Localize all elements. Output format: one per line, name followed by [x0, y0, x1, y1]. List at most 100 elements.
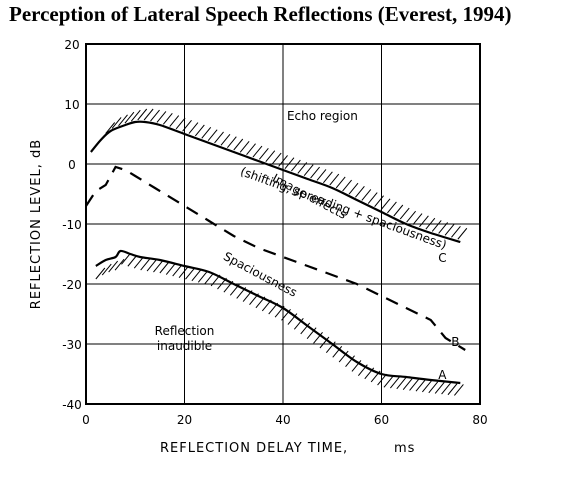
hatch-mark: [300, 322, 311, 335]
x-tick-label: 80: [472, 413, 487, 427]
hatch-mark: [214, 131, 224, 144]
hatch-mark: [137, 108, 148, 121]
hatch-mark: [316, 169, 327, 181]
hatch-mark: [389, 376, 400, 389]
hatch-mark: [188, 122, 199, 134]
hatch-mark: [345, 355, 355, 368]
hatch-mark: [335, 176, 346, 189]
hatch-mark: [310, 166, 320, 179]
hatch-mark: [95, 267, 106, 280]
hatch-mark: [431, 220, 442, 232]
hatch-mark: [367, 192, 378, 204]
annotations: Echo region(shifting, spreading + spacio…: [155, 109, 449, 353]
hatch-mark: [374, 195, 384, 207]
x-tick-label: 60: [374, 413, 389, 427]
hatch-marks: [95, 108, 468, 396]
hatch-mark: [361, 189, 372, 201]
series-A-line: [95, 249, 461, 385]
hatch-mark: [406, 210, 417, 223]
hatch-mark: [169, 115, 180, 127]
hatch-mark: [204, 272, 215, 285]
hatch-mark: [293, 317, 304, 330]
y-tick-label: 0: [68, 158, 76, 172]
y-tick-label: -20: [62, 278, 82, 292]
hatch-mark: [402, 378, 413, 390]
hatch-mark: [387, 201, 397, 214]
hatch-mark: [380, 198, 391, 211]
hatch-mark: [325, 341, 336, 353]
hatch-mark: [233, 138, 244, 151]
hatch-mark: [226, 136, 237, 148]
series-label-A: A: [438, 368, 447, 382]
hatch-mark: [156, 111, 167, 123]
hatch-mark: [258, 148, 269, 160]
hatch-mark: [191, 269, 202, 282]
hatch-mark: [396, 377, 407, 390]
hatch-mark: [383, 375, 394, 388]
hatch-mark: [143, 108, 154, 121]
series-labels: C B A: [438, 251, 459, 382]
y-tick-label: 20: [64, 38, 79, 52]
hatch-mark: [175, 117, 186, 130]
hatch-mark: [252, 145, 263, 158]
hatch-mark: [415, 379, 426, 392]
annotation-label: inaudible: [157, 339, 212, 353]
hatch-mark: [393, 204, 404, 217]
hatch-mark: [438, 222, 449, 234]
y-tick-label: -10: [62, 218, 82, 232]
hatch-mark: [271, 152, 282, 165]
hatch-mark: [162, 112, 173, 125]
hatch-mark: [313, 332, 323, 344]
hatch-mark: [342, 179, 352, 192]
y-tick-label: -30: [62, 338, 82, 352]
hatch-mark: [124, 111, 135, 124]
hatch-mark: [306, 327, 317, 339]
hatch-mark: [133, 256, 144, 269]
series-C-line: [90, 120, 461, 244]
annotation-label: Reflection: [155, 324, 215, 338]
grid: [86, 44, 480, 404]
hatch-mark: [351, 360, 362, 372]
series-label-B: B: [451, 335, 459, 349]
hatch-mark: [121, 252, 131, 265]
x-tick-label: 20: [177, 413, 192, 427]
hatch-mark: [153, 260, 163, 273]
hatch-mark: [412, 213, 423, 225]
y-tick-label: 10: [64, 98, 79, 112]
hatch-mark: [194, 124, 205, 137]
hatch-mark: [101, 263, 112, 276]
hatch-mark: [348, 182, 359, 195]
hatch-mark: [425, 217, 436, 230]
x-axis-label: REFLECTION DELAY TIME,: [160, 441, 348, 456]
hatch-mark: [108, 260, 119, 273]
hatch-mark: [246, 143, 256, 155]
annotation-label: Echo region: [287, 109, 358, 123]
hatch-mark: [165, 263, 176, 275]
hatch-mark: [319, 336, 330, 349]
hatch-mark: [447, 383, 458, 396]
hatch-mark: [290, 159, 301, 172]
y-tick-label: -40: [62, 398, 82, 412]
series-label-C: C: [438, 251, 446, 265]
hatch-mark: [127, 254, 138, 267]
hatch-mark: [332, 346, 343, 358]
x-axis-unit: ms: [394, 441, 415, 456]
hatch-mark: [111, 117, 122, 129]
hatch-mark: [421, 380, 432, 393]
hatch-mark: [329, 173, 340, 186]
hatch-mark: [434, 382, 445, 394]
hatch-mark: [284, 157, 295, 170]
series-group: [85, 120, 466, 385]
hatch-mark: [322, 171, 333, 184]
x-tick-label: 0: [82, 413, 90, 427]
hatch-mark: [118, 114, 128, 127]
hatch-mark: [278, 155, 288, 167]
hatch-mark: [409, 379, 419, 391]
hatch-mark: [197, 271, 208, 283]
hatch-mark: [114, 258, 125, 271]
hatch-mark: [338, 350, 349, 363]
hatch-mark: [150, 109, 160, 122]
y-axis-label: REFLECTION LEVEL, dB: [29, 139, 44, 309]
hatch-mark: [457, 227, 468, 240]
